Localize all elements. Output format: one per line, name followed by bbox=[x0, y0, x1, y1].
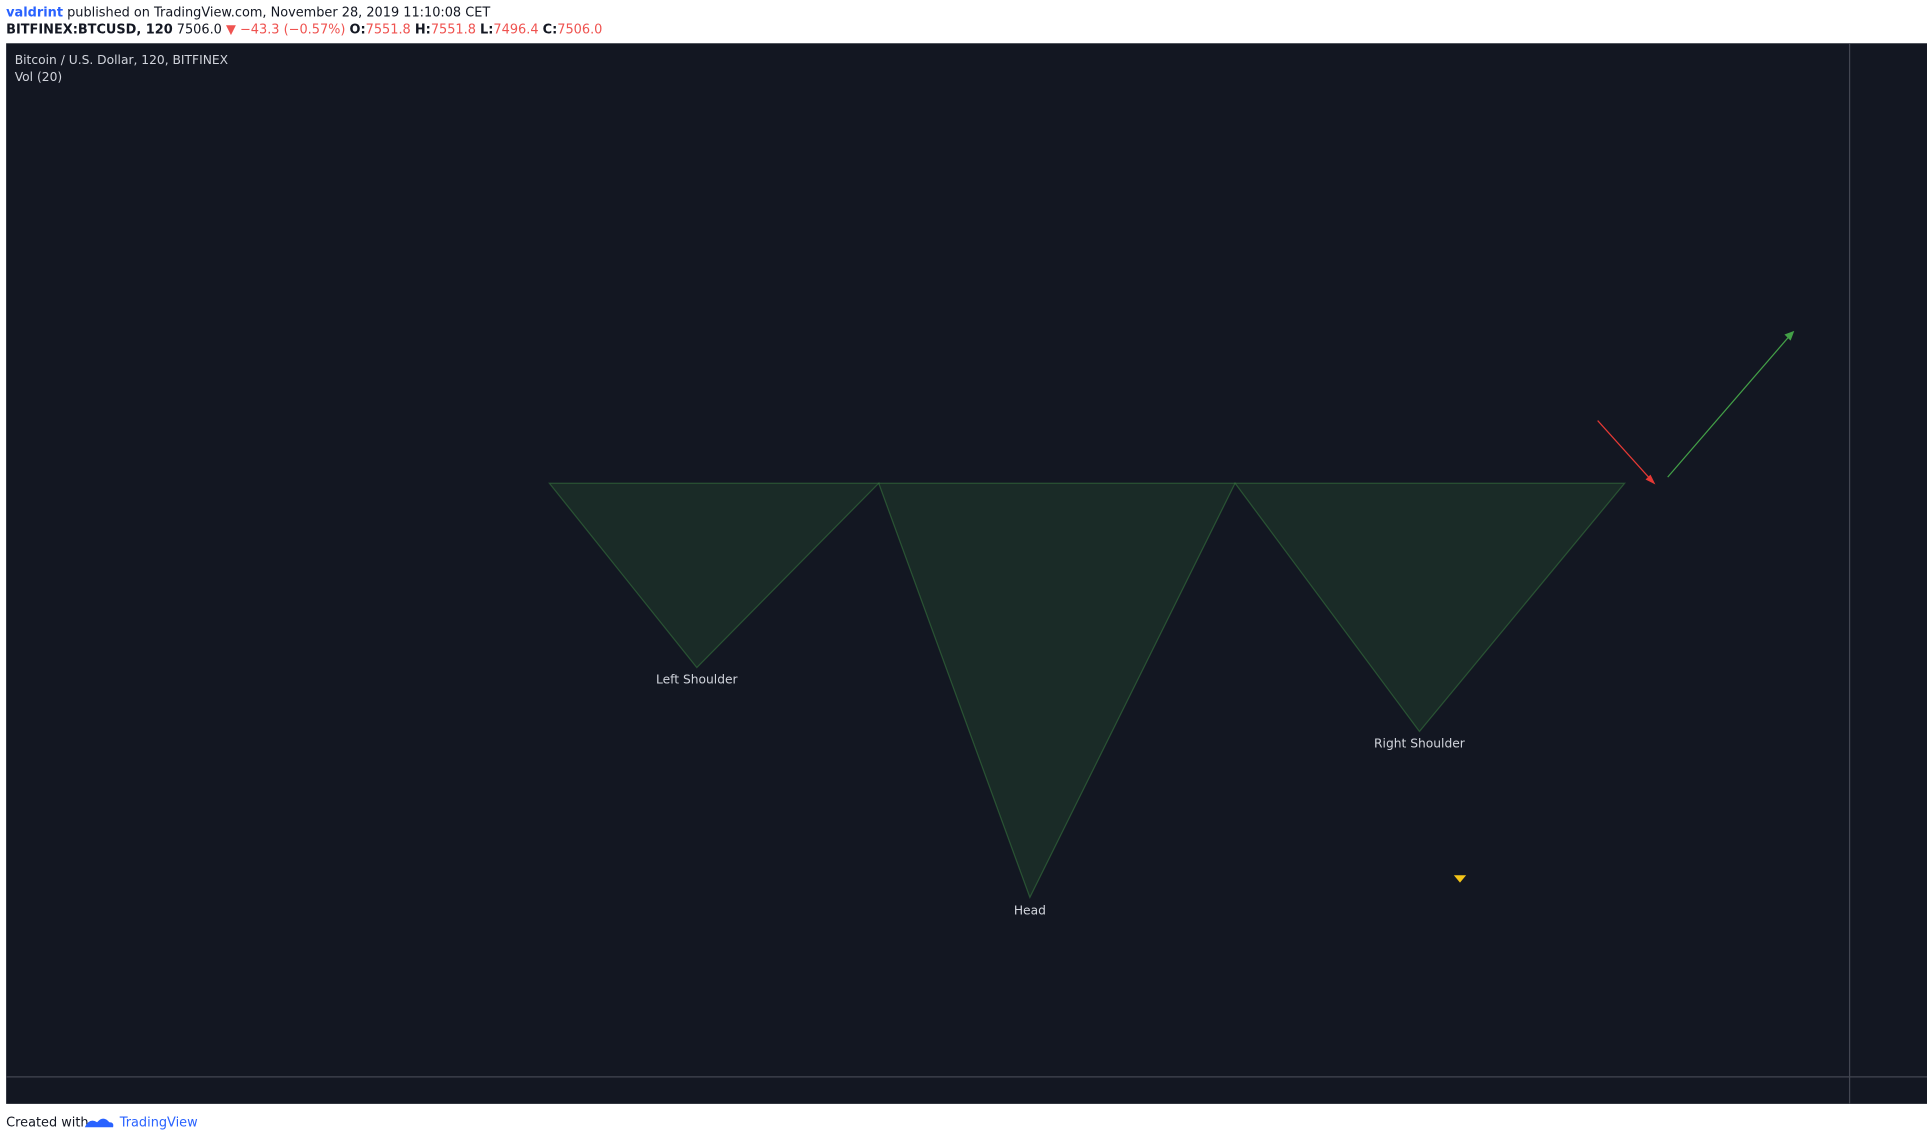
ohlc-value: 7551.8 bbox=[431, 22, 476, 37]
created: Created with bbox=[6, 1115, 88, 1130]
ohlc-value: 7496.4 bbox=[493, 22, 538, 37]
footer: Created with TradingView bbox=[6, 1115, 198, 1130]
ohlc-value: 7506.0 bbox=[557, 22, 602, 37]
ohlc-key: C: bbox=[543, 22, 558, 37]
last: 7506.0 bbox=[177, 22, 222, 37]
publish-line: valdrint published on TradingView.com, N… bbox=[6, 5, 490, 20]
published: published on TradingView.com, November 2… bbox=[63, 5, 490, 20]
symbol: BITFINEX:BTCUSD, 120 bbox=[6, 22, 173, 37]
chart-background bbox=[6, 43, 1927, 1104]
marker bbox=[1453, 875, 1467, 883]
brand: TradingView bbox=[119, 1115, 198, 1130]
pattern bbox=[548, 482, 1626, 899]
annotation: Right Shoulder bbox=[1374, 736, 1466, 750]
down-arrow bbox=[1597, 420, 1654, 483]
annotation: Head bbox=[1014, 903, 1046, 917]
head-triangle bbox=[877, 482, 1237, 899]
annotation: Left Shoulder bbox=[656, 672, 739, 686]
change: ▼ −43.3 (−0.57%) bbox=[226, 22, 345, 37]
quote-line: BITFINEX:BTCUSD, 120 7506.0 ▼ −43.3 (−0.… bbox=[6, 22, 602, 37]
arrow-head bbox=[1784, 330, 1795, 341]
ohlc-key: O: bbox=[350, 22, 366, 37]
left-shoulder-triangle bbox=[548, 482, 881, 669]
author: valdrint bbox=[6, 5, 63, 20]
up-arrow bbox=[1667, 332, 1793, 478]
ohlc-key: L: bbox=[480, 22, 493, 37]
ohlc-key: H: bbox=[415, 22, 431, 37]
right-shoulder-triangle bbox=[1233, 482, 1626, 733]
chart-title: Bitcoin / U.S. Dollar, 120, BITFINEX bbox=[15, 53, 229, 67]
logo bbox=[84, 1118, 114, 1128]
volume-label: Vol (20) bbox=[15, 70, 62, 84]
ohlc-value: 7551.8 bbox=[366, 22, 411, 37]
